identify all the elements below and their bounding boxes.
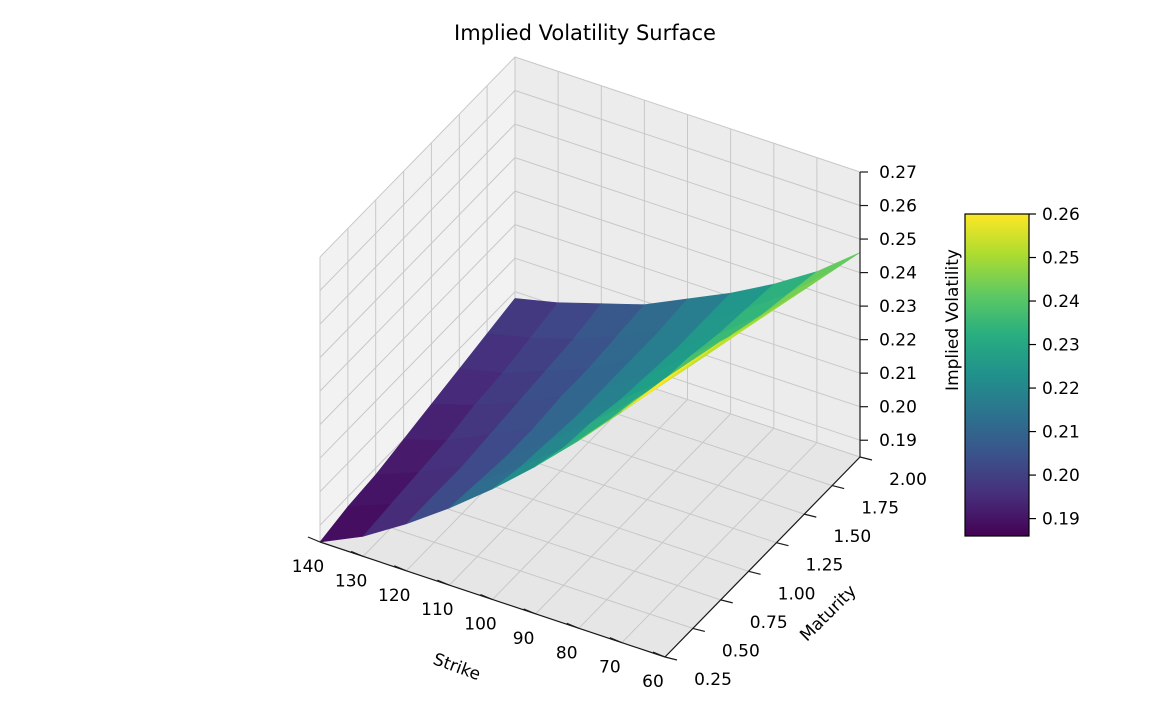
y-tick-mark [664, 656, 678, 661]
x-tick-mark [523, 608, 536, 615]
x-tick-label: 70 [599, 658, 621, 678]
z-tick-label: 0.19 [879, 431, 917, 451]
x-tick-mark [609, 637, 623, 644]
colorbar-tick-label: 0.20 [1042, 466, 1080, 486]
y-tick-mark [804, 513, 817, 518]
colorbar-tick-label: 0.22 [1042, 379, 1080, 399]
y-tick-label: 0.75 [750, 613, 788, 633]
y-tick-mark [776, 542, 789, 547]
x-tick-label: 90 [513, 629, 535, 649]
z-tick-label: 0.27 [879, 163, 917, 183]
z-tick-label: 0.21 [879, 364, 917, 384]
x-tick-mark [652, 651, 666, 658]
y-tick-label: 0.50 [722, 641, 760, 661]
gridline-z [319, 257, 861, 459]
colorbar-ticks: 0.19 0.20 0.21 0.22 0.23 0.24 0.25 0.26 [1029, 205, 1080, 530]
gridline-z [319, 291, 861, 493]
x-axis-ticks: 60 70 80 90 100 110 120 130 140 [292, 536, 666, 692]
x-tick-label: 80 [556, 643, 578, 663]
y-tick-mark [831, 484, 845, 490]
gridline-z [319, 56, 861, 258]
y-axis-ticks: 0.25 0.50 0.75 1.00 1.25 1.50 1.75 2.00 [664, 456, 927, 690]
y-tick-label: 1.25 [805, 556, 843, 576]
y-tick-mark [859, 456, 873, 461]
colorbar-tick-label: 0.23 [1042, 336, 1080, 356]
colorbar-tick-label: 0.19 [1042, 510, 1080, 530]
y-tick-label: 0.25 [694, 670, 732, 690]
z-axis-label: Implied Volatility [943, 249, 963, 391]
x-tick-mark [437, 579, 450, 586]
colorbar-gradient [964, 213, 1030, 537]
gridline-z [319, 157, 861, 358]
x-tick-label: 130 [335, 571, 367, 591]
y-tick-label: 1.00 [778, 584, 816, 604]
z-tick-label: 0.22 [879, 331, 917, 351]
x-tick-mark [350, 550, 364, 557]
z-tick-label: 0.24 [879, 264, 917, 284]
y-tick-mark [748, 570, 761, 575]
colorbar-tick-label: 0.21 [1042, 423, 1080, 443]
z-tick-label: 0.26 [879, 197, 917, 217]
y-tick-mark [692, 627, 706, 633]
surface-patch [621, 359, 694, 412]
x-tick-mark [394, 565, 407, 572]
x-tick-label: 60 [642, 672, 664, 692]
y-tick-label: 1.50 [833, 527, 871, 547]
colorbar: 0.19 0.20 0.21 0.22 0.23 0.24 0.25 0.26 [964, 205, 1080, 537]
y-axis-line [664, 456, 861, 658]
x-tick-mark [480, 593, 493, 601]
back-pane-strike-side [320, 57, 515, 542]
z-tick-label: 0.25 [879, 230, 917, 250]
gridline-z [319, 89, 861, 291]
colorbar-tick-label: 0.26 [1042, 205, 1080, 225]
z-tick-label: 0.20 [879, 398, 917, 418]
gridline-z [319, 190, 861, 392]
y-tick-label: 1.75 [861, 499, 899, 519]
x-tick-mark [307, 536, 321, 543]
x-tick-label: 100 [464, 615, 496, 635]
y-tick-label: 2.00 [889, 470, 927, 490]
z-axis-ticks: 0.19 0.20 0.21 0.22 0.23 0.24 0.25 0.26 0.27 [860, 163, 917, 451]
z-tick-label: 0.23 [879, 297, 917, 317]
colorbar-tick-label: 0.25 [1042, 249, 1080, 269]
x-axis-label: Strike [430, 650, 483, 686]
x-tick-label: 140 [292, 557, 324, 577]
x-tick-label: 120 [378, 586, 410, 606]
x-tick-label: 110 [421, 600, 453, 620]
surface-plot [319, 252, 861, 543]
x-tick-mark [566, 622, 579, 629]
y-tick-mark [720, 599, 733, 604]
gridline-z [319, 123, 861, 325]
chart-title: Implied Volatility Surface [454, 21, 716, 45]
colorbar-tick-label: 0.24 [1042, 292, 1080, 312]
